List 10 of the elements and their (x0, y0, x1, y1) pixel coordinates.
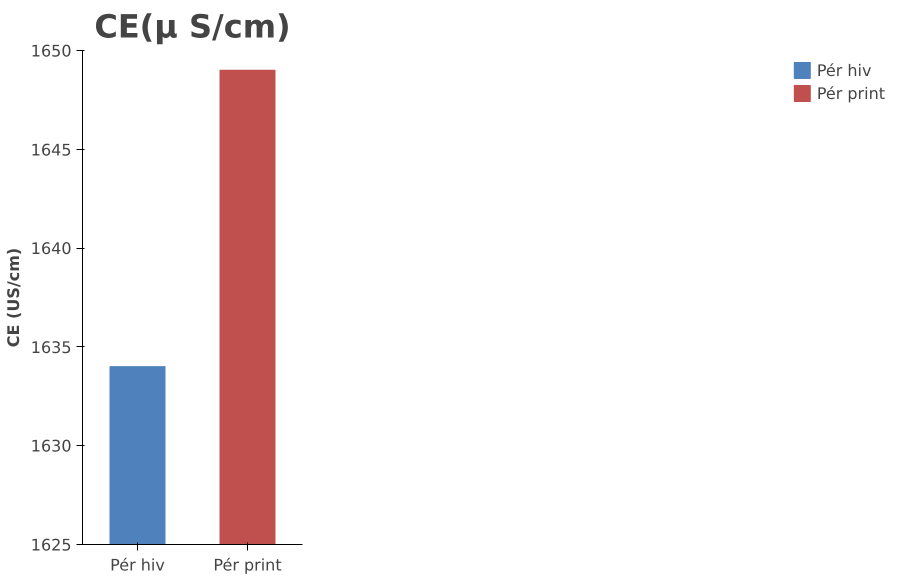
legend-label: Pér print (816, 84, 885, 102)
y-tick-label: 1640 (30, 239, 72, 258)
y-axis-title: CE (US/cm) (4, 248, 23, 348)
y-tick-label: 1645 (30, 140, 72, 160)
y-tick-label: 1630 (30, 436, 72, 456)
y-tick-label: 1635 (30, 338, 72, 357)
y-tick-label: 1650 (30, 42, 72, 60)
y-tick-label: 1625 (30, 536, 72, 554)
legend-label: Pér hiv (816, 60, 872, 80)
chart-title: CE(µ S/cm) (94, 8, 291, 46)
